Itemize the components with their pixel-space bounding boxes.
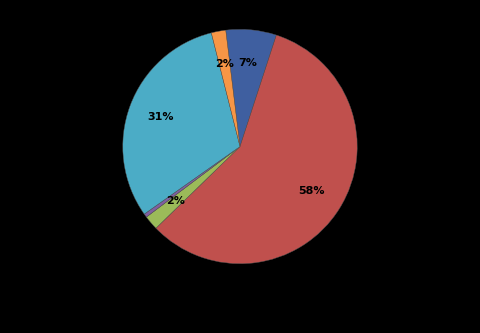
Text: 2%: 2% — [167, 196, 185, 206]
Wedge shape — [123, 33, 240, 214]
Wedge shape — [156, 35, 357, 264]
Wedge shape — [211, 30, 240, 147]
Wedge shape — [226, 29, 276, 147]
Text: 7%: 7% — [239, 58, 258, 68]
Wedge shape — [144, 147, 240, 217]
Text: 58%: 58% — [299, 186, 325, 196]
Wedge shape — [146, 147, 240, 228]
Text: 2%: 2% — [215, 59, 234, 69]
Text: 31%: 31% — [148, 112, 174, 122]
